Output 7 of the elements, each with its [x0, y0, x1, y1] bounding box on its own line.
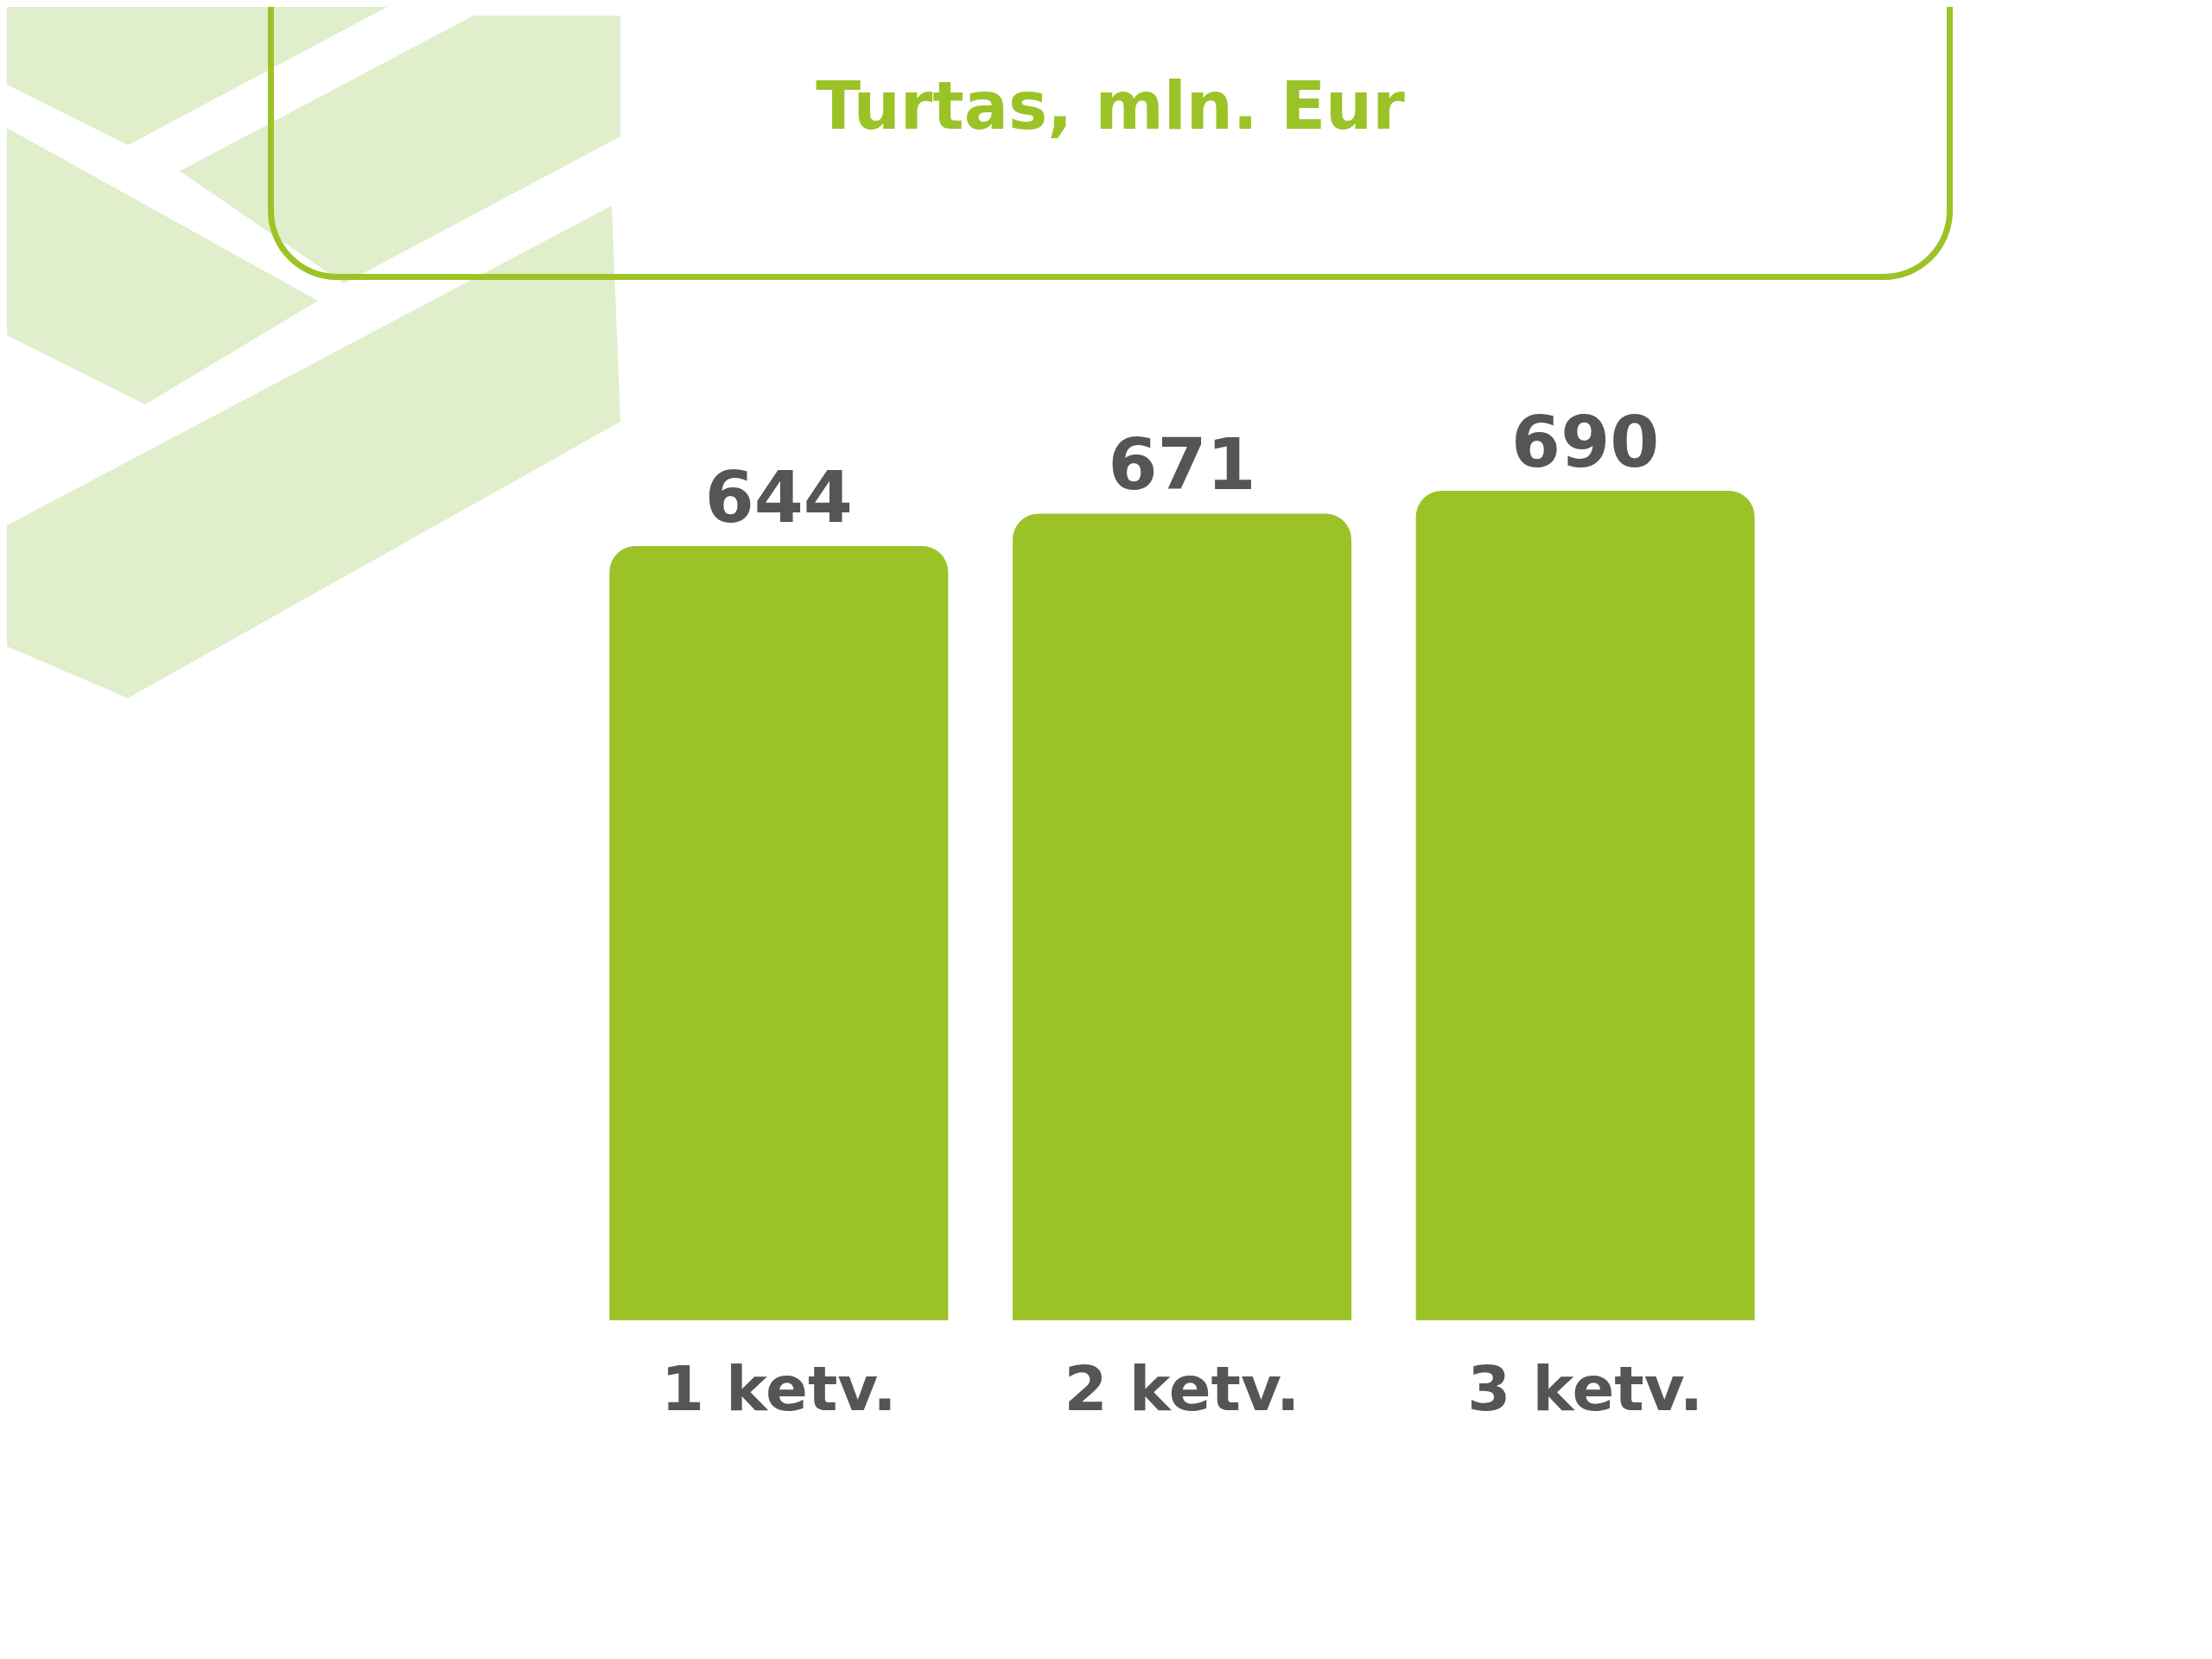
- x-tick-label: 3 ketv.: [1467, 1352, 1704, 1426]
- x-tick-label: 2 ketv.: [1064, 1352, 1300, 1426]
- data-label: 690: [1511, 401, 1660, 483]
- data-label: 671: [1108, 423, 1256, 506]
- chart-title: Turtas, mln. Eur: [815, 67, 1406, 144]
- x-tick-label: 1 ketv.: [660, 1352, 897, 1426]
- data-label: 644: [704, 456, 853, 538]
